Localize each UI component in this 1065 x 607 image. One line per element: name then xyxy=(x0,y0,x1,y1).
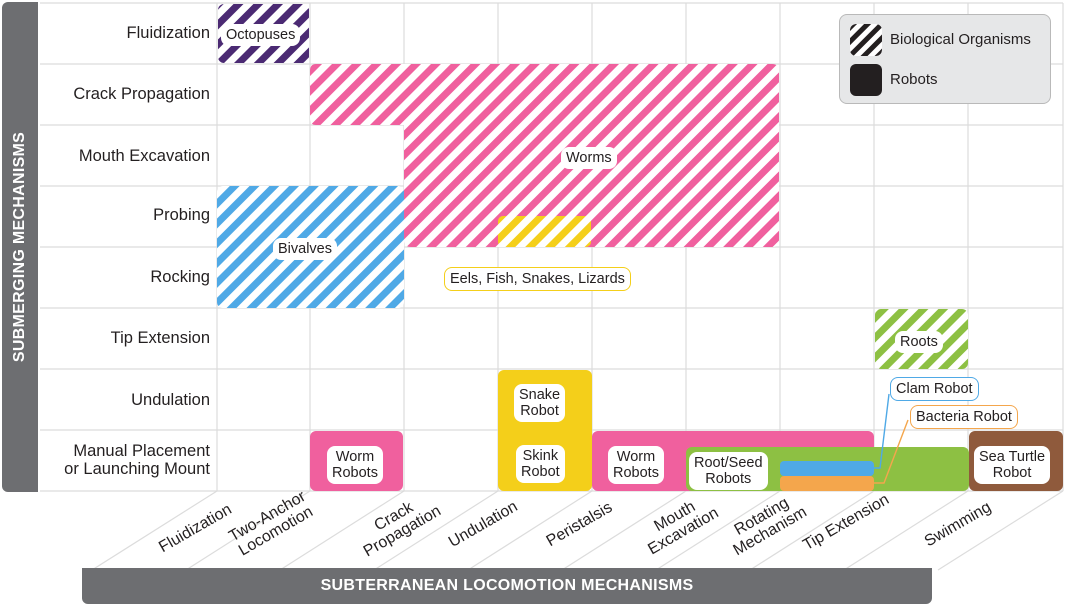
x-axis-bar xyxy=(82,568,932,604)
row-label-rocking: Rocking xyxy=(150,268,210,286)
clam-robot-label: Clam Robot xyxy=(890,377,979,401)
bacteria-robot-bar xyxy=(780,476,874,491)
row-label-crack-propagation: Crack Propagation xyxy=(73,85,210,103)
legend-robots-label: Robots xyxy=(890,71,938,88)
snake-robot-label: Snake Robot xyxy=(514,384,566,422)
worm-robots-label-1: Worm Robots xyxy=(327,446,383,484)
legend: Biological Organisms Robots xyxy=(839,14,1051,104)
row-label-manual-placement: Manual Placement or Launching Mount xyxy=(64,442,210,478)
x-axis-title: SUBTERRANEAN LOCOMOTION MECHANISMS xyxy=(320,577,694,594)
legend-biological-label: Biological Organisms xyxy=(890,31,1031,48)
skink-robot-label: Skink Robot xyxy=(516,445,565,483)
roots-label: Roots xyxy=(895,331,943,353)
legend-hatch-swatch xyxy=(850,24,882,56)
eels-region xyxy=(498,216,591,247)
y-axis-bar xyxy=(2,2,38,492)
octopuses-label: Octopuses xyxy=(221,24,301,46)
row-label-mouth-excavation: Mouth Excavation xyxy=(78,147,210,165)
bacteria-robot-label: Bacteria Robot xyxy=(910,405,1018,429)
row-label-fluidization: Fluidization xyxy=(126,24,210,42)
worm-robots-label-2: Worm Robots xyxy=(608,446,664,484)
clam-robot-bar xyxy=(780,461,874,476)
row-label-tip-extension: Tip Extension xyxy=(110,329,210,347)
legend-robots-swatch xyxy=(850,64,882,96)
root-seed-robots-label: Root/Seed Robots xyxy=(689,452,768,490)
sea-turtle-robot-label: Sea Turtle Robot xyxy=(974,446,1051,484)
worms-region xyxy=(310,64,779,247)
bivalves-label: Bivalves xyxy=(273,238,337,260)
row-label-undulation: Undulation xyxy=(131,391,210,409)
row-label-probing: Probing xyxy=(153,206,210,224)
eels-label: Eels, Fish, Snakes, Lizards xyxy=(444,267,631,291)
worms-label: Worms xyxy=(561,147,617,169)
